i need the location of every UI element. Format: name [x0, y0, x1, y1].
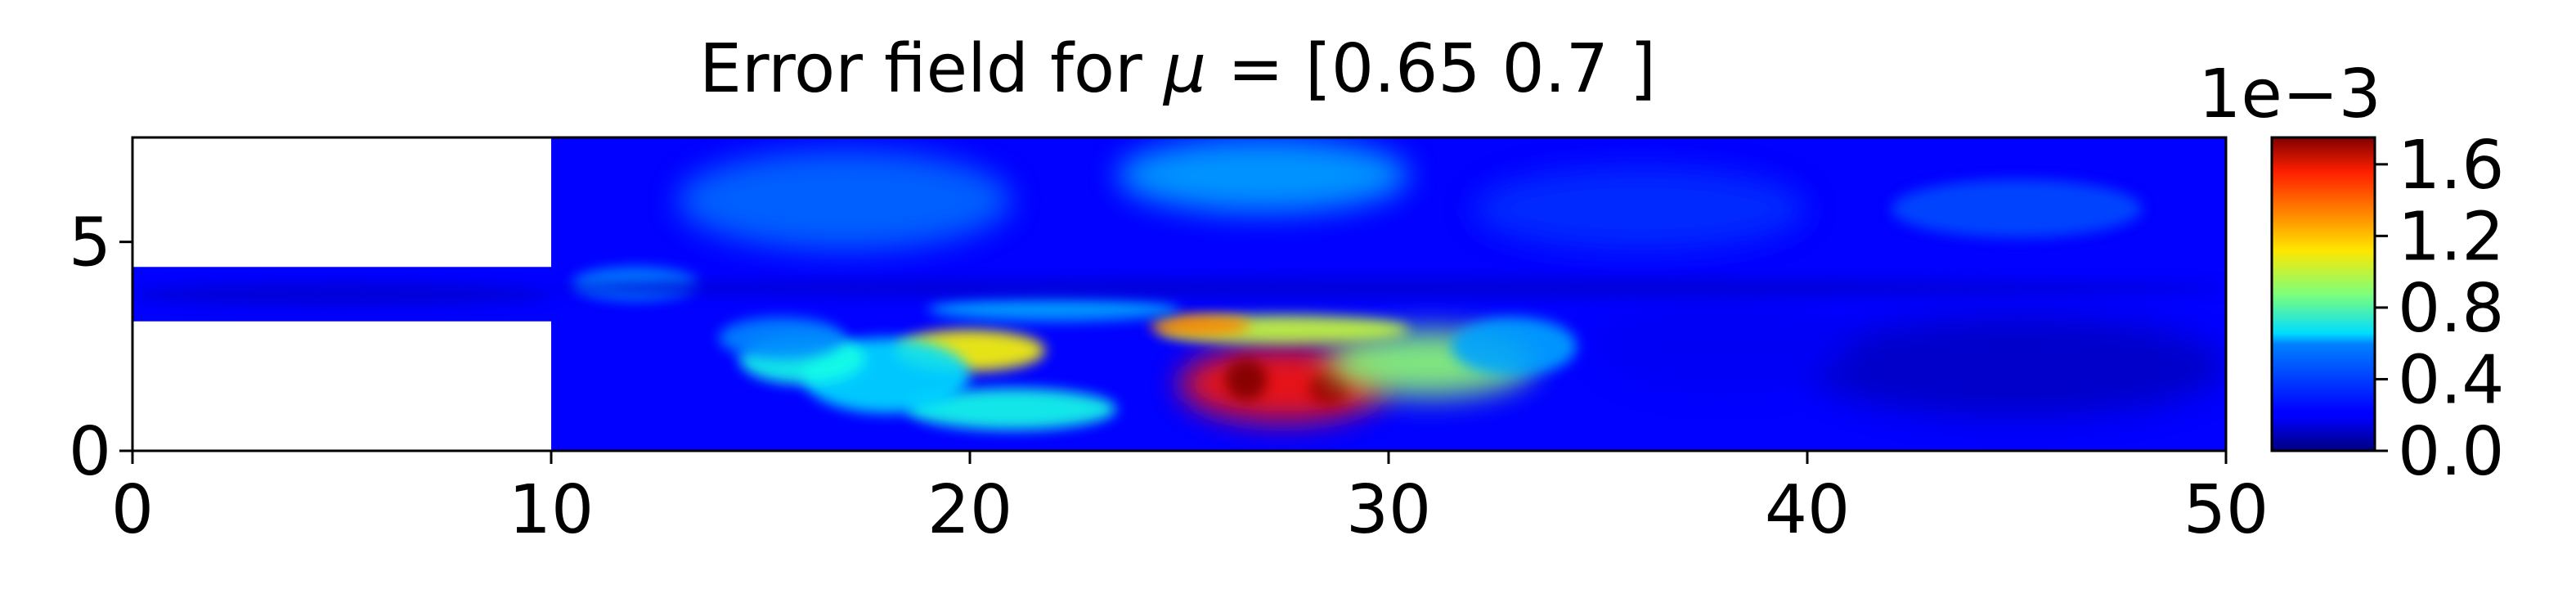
error-blob [132, 281, 551, 307]
y-axis-ticks: 05 [69, 205, 132, 491]
error-blob [1472, 166, 1807, 250]
x-tick-label: 20 [927, 471, 1012, 549]
y-tick-label: 5 [69, 205, 111, 282]
plot-axes [131, 136, 2228, 452]
error-blob [1891, 179, 2143, 238]
error-blob [1598, 304, 1850, 389]
x-tick-label: 10 [509, 471, 594, 549]
x-axis-ticks: 0 10 20 30 40 50 [111, 451, 2269, 549]
y-tick-label: 0 [69, 413, 111, 491]
error-blob [718, 317, 845, 359]
colorbar-tick-label: 0.4 [2398, 341, 2504, 419]
colorbar-tick-label: 0.8 [2398, 270, 2504, 348]
error-blob [676, 150, 1012, 250]
x-tick-label: 30 [1346, 471, 1431, 549]
colorbar-tick-label: 1.2 [2398, 198, 2504, 276]
chart-title: Error field for μ = [0.65 0.7 ] [699, 30, 1656, 108]
error-blob [1225, 358, 1268, 401]
error-blob [1451, 317, 1577, 376]
x-tick-label: 0 [111, 471, 154, 549]
x-tick-label: 50 [2183, 471, 2269, 549]
colorbar-scale-label: 1e−3 [2198, 56, 2381, 133]
colorbar-gradient [2270, 136, 2376, 452]
colorbar: 1e−3 0.00.40.81.21.6 [2198, 56, 2504, 491]
error-field-heatmap [132, 137, 2226, 451]
error-blob [1116, 137, 1410, 213]
colorbar-ticks: 0.00.40.81.21.6 [2375, 127, 2504, 491]
x-tick-label: 40 [1765, 471, 1850, 549]
error-blob [551, 277, 2226, 299]
plot-frame [131, 136, 2228, 452]
colorbar-tick-label: 0.0 [2398, 413, 2504, 491]
error-blob [907, 388, 1117, 430]
colorbar-tick-label: 1.6 [2398, 127, 2504, 205]
error-blob [927, 296, 1179, 322]
error-blob [1150, 315, 1251, 336]
error-blob [1807, 317, 2226, 418]
